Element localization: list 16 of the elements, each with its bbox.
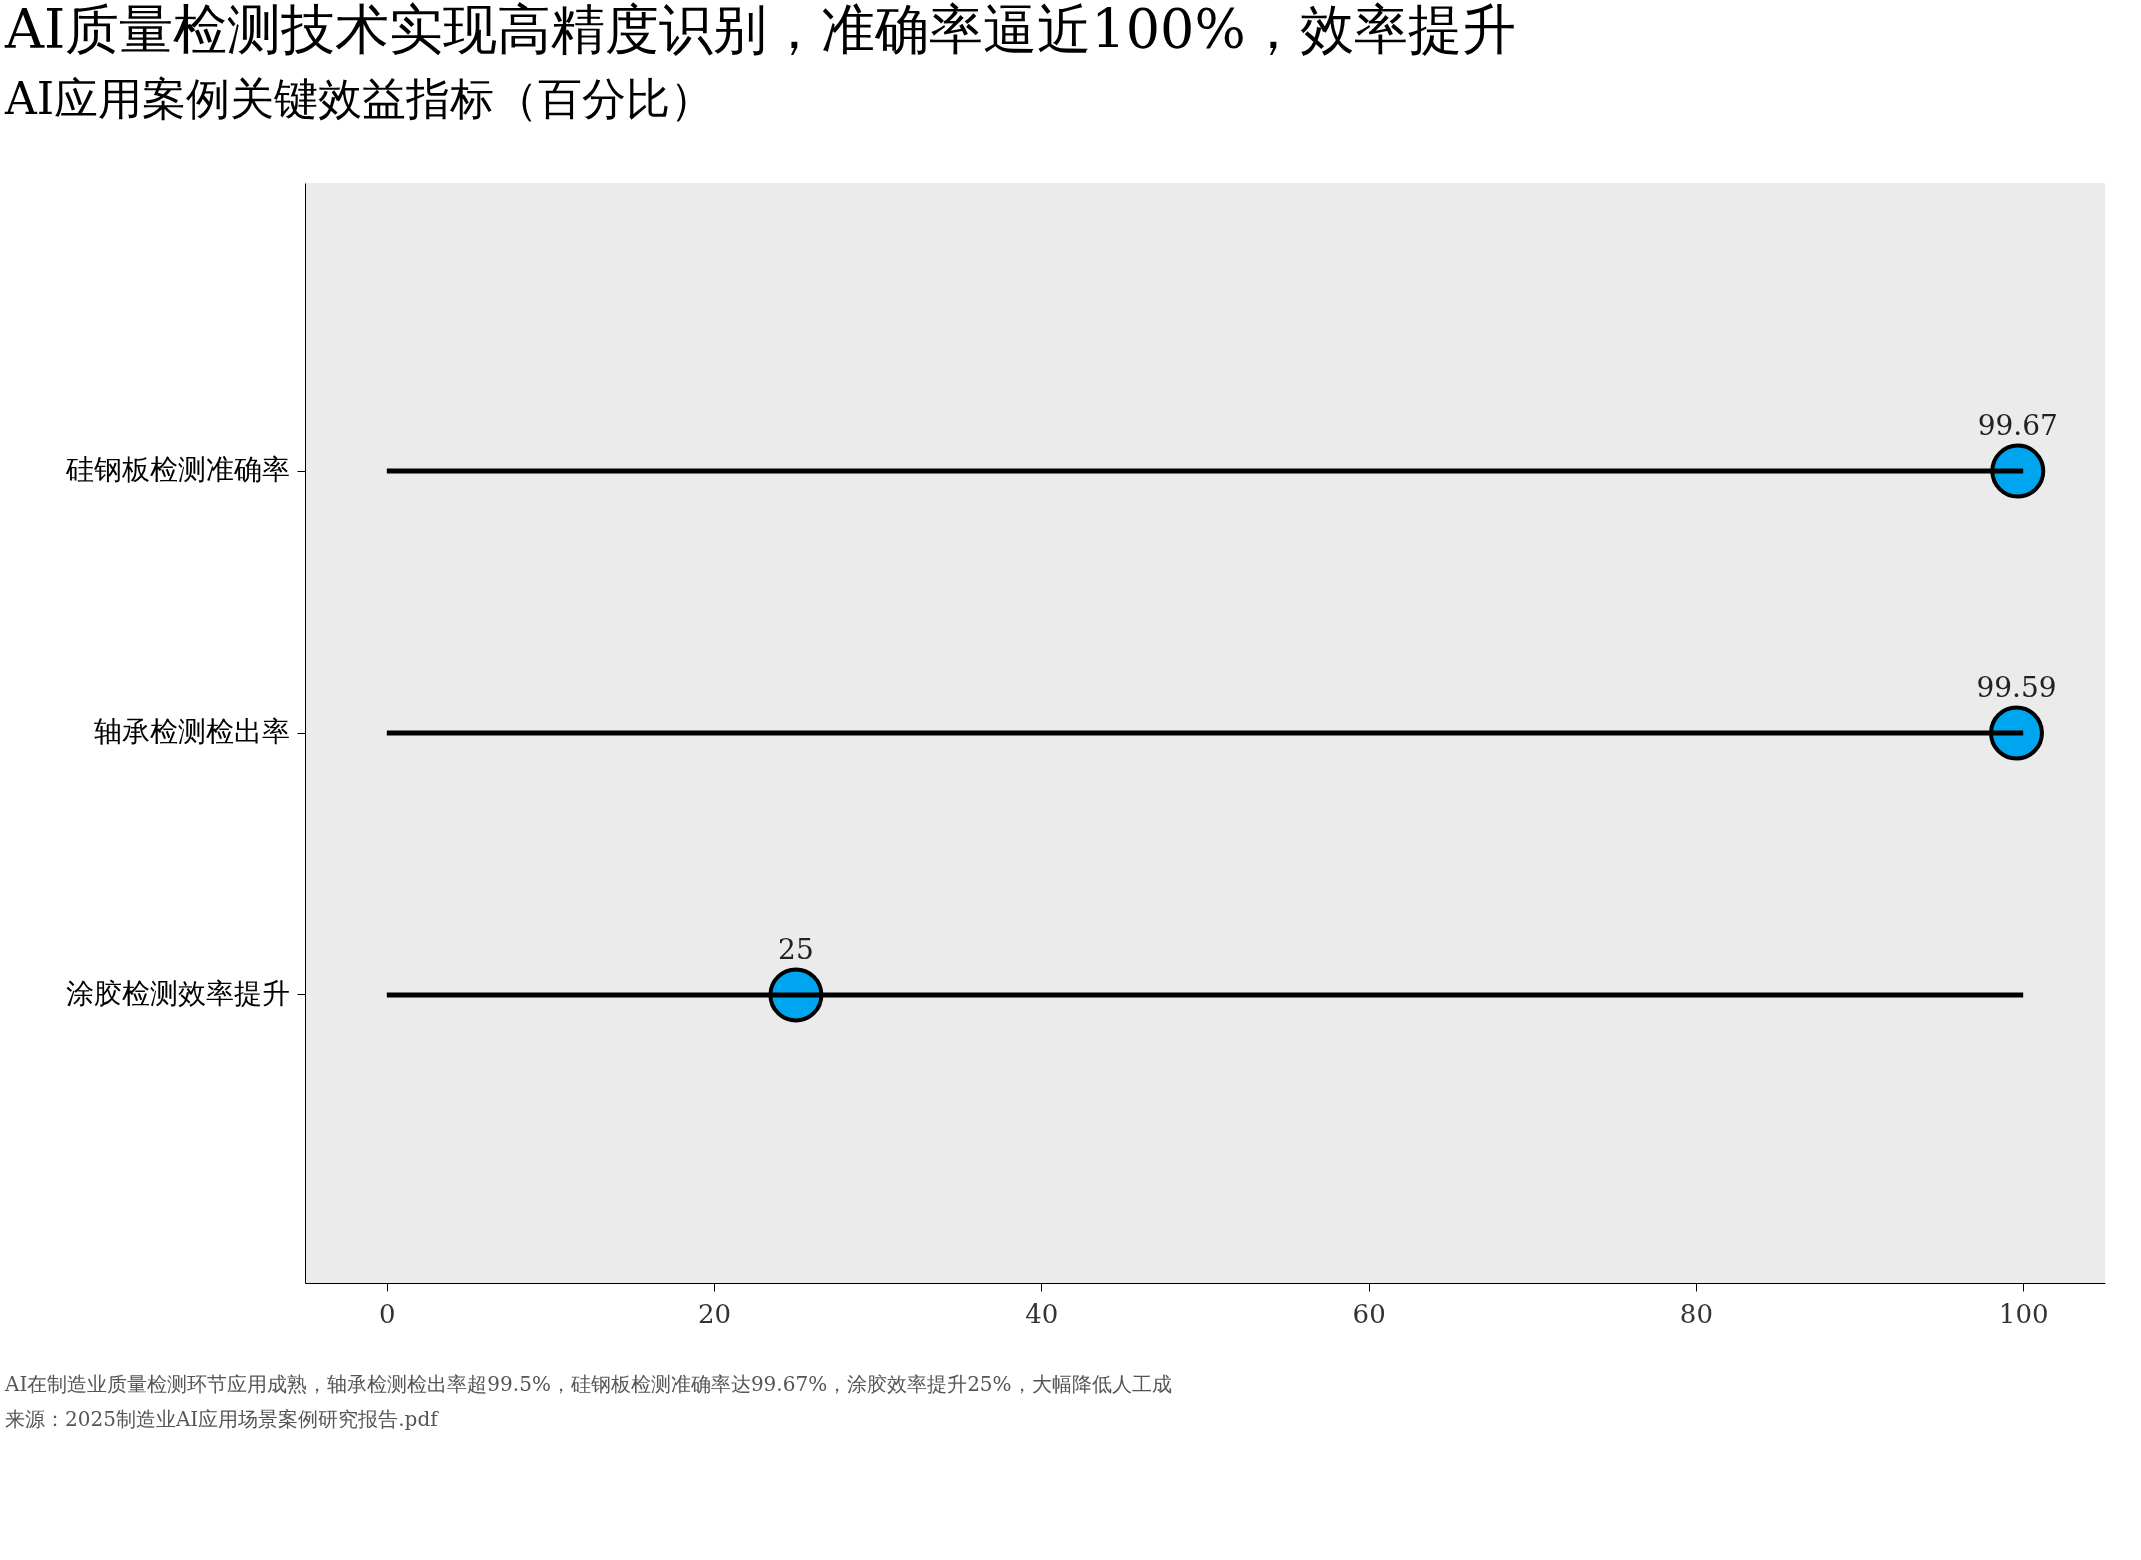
x-tick-label: 60 <box>1352 1298 1386 1329</box>
x-tick-label: 40 <box>1025 1298 1059 1329</box>
x-tick-label: 20 <box>698 1298 732 1329</box>
x-tick-label: 0 <box>379 1298 396 1329</box>
x-tick-label: 100 <box>1998 1298 2049 1329</box>
data-label: 99.67 <box>1977 409 2058 443</box>
data-label: 99.59 <box>1976 671 2057 704</box>
chart-title: AI质量检测技术实现高精度识别，准确率逼近100%，效率提升 <box>4 0 1516 61</box>
y-tick-label: 涂胶检测效率提升 <box>65 976 290 1010</box>
data-label: 25 <box>778 932 814 966</box>
source-note: 来源：2025制造业AI应用场景案例研究报告.pdf <box>5 1406 440 1431</box>
y-tick-label: 硅钢板检测准确率 <box>64 453 290 487</box>
y-tick-label: 轴承检测检出率 <box>93 715 290 748</box>
x-tick-label: 80 <box>1679 1298 1713 1329</box>
chart-subtitle: AI应用案例关键效益指标（百分比） <box>4 73 715 124</box>
text: AI在制造业质量检测环节应用成熟，轴承检测检出率超99.5%，硅钢板检测准确率达99.67%，涂胶效率提升25%，大幅降低人工成 <box>4 1371 1172 1396</box>
